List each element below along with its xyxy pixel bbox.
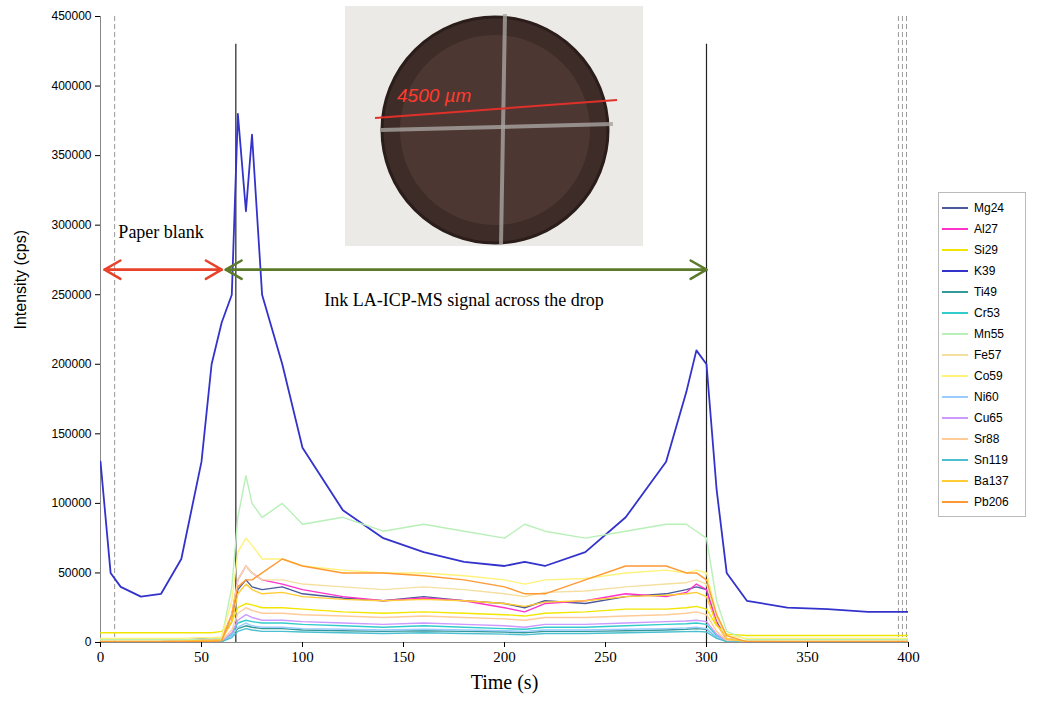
svg-text:Intensity (cps): Intensity (cps) bbox=[12, 230, 29, 330]
svg-text:400000: 400000 bbox=[51, 79, 91, 93]
svg-text:50000: 50000 bbox=[58, 566, 92, 580]
svg-text:150000: 150000 bbox=[51, 427, 91, 441]
html-text:Ba137: Ba137 bbox=[974, 473, 1009, 488]
html-text:Sr88: Sr88 bbox=[974, 431, 1000, 446]
svg-text:400: 400 bbox=[897, 649, 920, 665]
html-text:Pb206: Pb206 bbox=[974, 494, 1009, 509]
svg-text:Paper blank: Paper blank bbox=[118, 222, 203, 242]
svg-text:0: 0 bbox=[97, 649, 105, 665]
svg-text:Ink LA-ICP-MS signal across th: Ink LA-ICP-MS signal across the drop bbox=[324, 290, 603, 310]
svg-text:350: 350 bbox=[796, 649, 819, 665]
html-text:Fe57: Fe57 bbox=[974, 347, 1002, 362]
html-text:Ni60: Ni60 bbox=[974, 389, 999, 404]
svg-text:200: 200 bbox=[493, 649, 516, 665]
svg-text:300000: 300000 bbox=[51, 218, 91, 232]
svg-text:100: 100 bbox=[291, 649, 314, 665]
svg-text:50: 50 bbox=[194, 649, 209, 665]
html-text:Mn55: Mn55 bbox=[974, 326, 1004, 341]
svg-text:250: 250 bbox=[594, 649, 617, 665]
html-text:Cu65: Cu65 bbox=[974, 410, 1003, 425]
html-text:Co59: Co59 bbox=[974, 368, 1003, 383]
html-text:K39: K39 bbox=[974, 263, 996, 278]
html-text:Mg24: Mg24 bbox=[974, 200, 1004, 215]
svg-text:450000: 450000 bbox=[51, 9, 91, 23]
svg-text:150: 150 bbox=[392, 649, 415, 665]
svg-text:Time (s): Time (s) bbox=[471, 671, 539, 694]
svg-text:200000: 200000 bbox=[51, 357, 91, 371]
svg-text:350000: 350000 bbox=[51, 148, 91, 162]
html-text:Sn119: Sn119 bbox=[974, 452, 1008, 467]
html-text:Si29: Si29 bbox=[974, 242, 998, 257]
svg-text:100000: 100000 bbox=[51, 496, 91, 510]
svg-text:4500 µm: 4500 µm bbox=[397, 85, 471, 106]
svg-text:250000: 250000 bbox=[51, 288, 91, 302]
html-text:Ti49: Ti49 bbox=[974, 284, 997, 299]
html-text:Cr53: Cr53 bbox=[974, 305, 1000, 320]
svg-text:300: 300 bbox=[695, 649, 718, 665]
html-text:Al27: Al27 bbox=[974, 221, 998, 236]
svg-text:0: 0 bbox=[85, 635, 92, 649]
